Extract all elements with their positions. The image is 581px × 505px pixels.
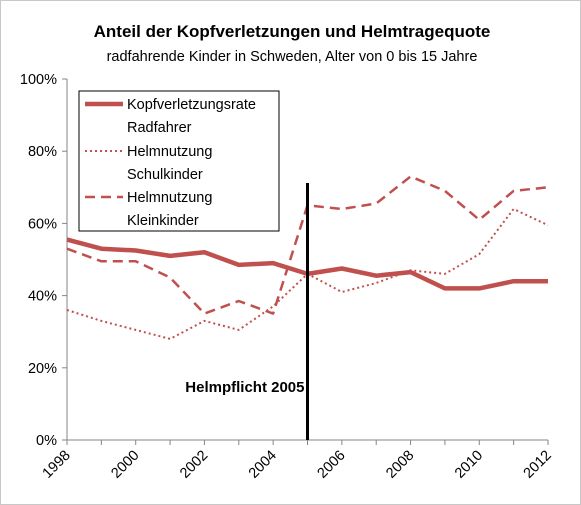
legend-label: Helmnutzung: [127, 190, 212, 206]
y-tick-label: 0%: [36, 433, 57, 449]
data-point: [272, 262, 274, 264]
data-point: [478, 219, 480, 221]
data-point: [272, 313, 274, 315]
annotation-label: Helmpflicht 2005: [185, 379, 304, 396]
data-point: [169, 277, 171, 279]
data-point: [547, 224, 549, 226]
x-tick-label: 2012: [521, 448, 555, 482]
data-point: [203, 320, 205, 322]
data-point: [238, 300, 240, 302]
data-point: [169, 338, 171, 340]
data-point: [135, 329, 137, 331]
chart-title: Anteil der Kopfverletzungen und Helmtrag…: [94, 22, 491, 41]
data-point: [238, 329, 240, 331]
legend-label: Kopfverletzungsrate: [127, 97, 256, 113]
legend-label: Schulkinder: [127, 167, 203, 183]
data-point: [513, 280, 515, 282]
chart-subtitle: radfahrende Kinder in Schweden, Alter vo…: [107, 49, 478, 65]
data-point: [444, 273, 446, 275]
data-point: [375, 282, 377, 284]
data-point: [169, 255, 171, 257]
x-tick-label: 2004: [246, 448, 280, 482]
legend-label: Kleinkinder: [127, 213, 199, 229]
data-point: [513, 208, 515, 210]
y-tick-label: 100%: [20, 72, 57, 88]
x-tick-label: 2006: [315, 448, 349, 482]
data-point: [238, 264, 240, 266]
data-point: [100, 320, 102, 322]
data-point: [444, 287, 446, 289]
data-point: [203, 313, 205, 315]
data-point: [444, 190, 446, 192]
data-point: [375, 203, 377, 205]
legend: Kopfverletzungsrate Radfahrer Helmnutzung S…: [78, 90, 280, 232]
data-point: [272, 305, 274, 307]
data-point: [547, 280, 549, 282]
data-point: [341, 268, 343, 270]
data-point: [410, 269, 412, 271]
data-point: [375, 275, 377, 277]
y-tick-label: 80%: [28, 144, 57, 160]
data-point: [66, 248, 68, 250]
data-point: [100, 260, 102, 262]
data-point: [513, 190, 515, 192]
data-point: [135, 249, 137, 251]
data-point: [547, 186, 549, 188]
y-tick-label: 40%: [28, 289, 57, 305]
data-point: [203, 251, 205, 253]
x-tick-label: 1998: [40, 448, 74, 482]
y-tick-label: 60%: [28, 216, 57, 232]
legend-label: Radfahrer: [127, 120, 192, 136]
legend-label: Helmnutzung: [127, 144, 212, 160]
data-point: [410, 175, 412, 177]
data-point: [341, 208, 343, 210]
x-tick-label: 2000: [108, 448, 142, 482]
data-point: [135, 260, 137, 262]
x-tick-label: 2008: [383, 448, 417, 482]
data-point: [66, 309, 68, 311]
data-point: [100, 248, 102, 250]
legend-box: [78, 90, 280, 232]
data-point: [478, 253, 480, 255]
data-point: [341, 291, 343, 293]
x-tick-label: 2002: [177, 448, 211, 482]
x-tick-label: 2010: [452, 448, 486, 482]
data-point: [478, 287, 480, 289]
y-tick-label: 20%: [28, 361, 57, 377]
annotation-layer: Helmpflicht 2005: [185, 183, 309, 440]
data-point: [66, 239, 68, 241]
